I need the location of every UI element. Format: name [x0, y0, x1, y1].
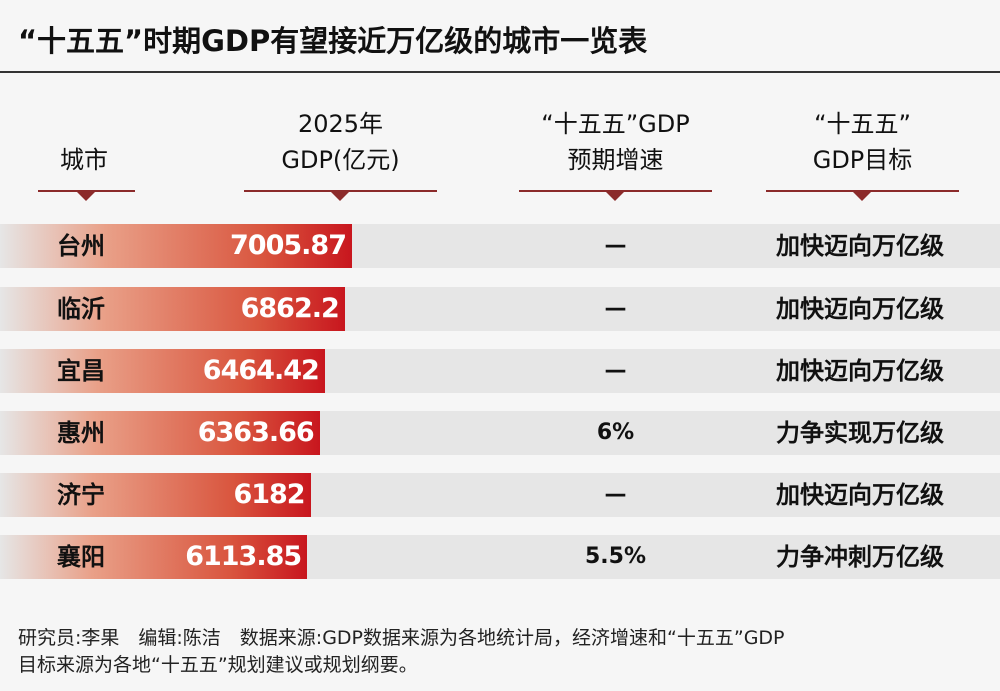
growth-value: —	[604, 296, 627, 321]
gdp-value: 6862.2	[240, 293, 340, 324]
triangle-down-icon	[330, 191, 350, 201]
growth-value: 5.5%	[584, 544, 646, 569]
target-value: 力争冲刺万亿级	[776, 543, 944, 571]
table-row: 6363.66 惠州 6% 力争实现万亿级	[0, 411, 1000, 455]
city-name: 临沂	[57, 295, 105, 323]
table-row: 6182 济宁 — 加快迈向万亿级	[0, 473, 1000, 517]
gdp-bar: 7005.87	[0, 224, 352, 268]
triangle-down-icon	[852, 191, 872, 201]
city-name: 惠州	[57, 419, 105, 447]
gdp-bar: 6182	[0, 473, 311, 517]
gdp-value: 6464.42	[202, 355, 320, 386]
target-value: 力争实现万亿级	[776, 419, 944, 447]
gdp-bar: 6113.85	[0, 535, 308, 579]
header-city: 城市	[60, 146, 108, 174]
header-target-line2: GDP目标	[812, 146, 913, 174]
gdp-bar: 6862.2	[0, 287, 345, 331]
gdp-bar: 6464.42	[0, 349, 325, 393]
header-growth-line1: “十五五”GDP	[541, 110, 690, 138]
target-value: 加快迈向万亿级	[776, 295, 944, 323]
footer-line2: 目标来源为各地“十五五”规划建议或规划纲要。	[18, 654, 418, 676]
target-value: 加快迈向万亿级	[776, 481, 944, 509]
header-gdp-line1: 2025年	[297, 110, 384, 138]
gdp-bar: 6363.66	[0, 411, 320, 455]
header-growth-line2: 预期增速	[567, 146, 664, 174]
target-value: 加快迈向万亿级	[776, 357, 944, 385]
gdp-value: 7005.87	[230, 230, 347, 261]
target-value: 加快迈向万亿级	[776, 232, 944, 260]
gdp-value: 6363.66	[197, 417, 315, 448]
header-gdp-line2: GDP(亿元)	[281, 146, 400, 174]
city-name: 济宁	[57, 481, 105, 509]
growth-value: —	[604, 358, 627, 383]
city-name: 宜昌	[57, 357, 105, 385]
city-name: 襄阳	[57, 543, 105, 571]
growth-value: 6%	[596, 420, 635, 445]
footer-line1: 研究员:李果 编辑:陈洁 数据来源:GDP数据来源为各地统计局，经济增速和“十五…	[18, 627, 785, 649]
header-target-line1: “十五五”	[814, 110, 911, 138]
table-row: 6113.85 襄阳 5.5% 力争冲刺万亿级	[0, 535, 1000, 579]
page-title: “十五五”时期GDP有望接近万亿级的城市一览表	[18, 24, 648, 58]
triangle-down-icon	[76, 191, 96, 201]
city-name: 台州	[57, 232, 105, 260]
growth-value: —	[604, 233, 627, 258]
growth-value: —	[604, 482, 627, 507]
gdp-value: 6182	[233, 479, 305, 510]
triangle-down-icon	[605, 191, 625, 201]
table-row: 6862.2 临沂 — 加快迈向万亿级	[0, 287, 1000, 331]
header-growth: “十五五”GDP 预期增速	[500, 106, 731, 178]
title-divider	[0, 71, 1000, 73]
table-row: 7005.87 台州 — 加快迈向万亿级	[0, 224, 1000, 268]
header-target: “十五五” GDP目标	[766, 106, 959, 178]
gdp-value: 6113.85	[185, 541, 302, 572]
table-row: 6464.42 宜昌 — 加快迈向万亿级	[0, 349, 1000, 393]
footer-note: 研究员:李果 编辑:陈洁 数据来源:GDP数据来源为各地统计局，经济增速和“十五…	[18, 625, 993, 679]
header-gdp: 2025年 GDP(亿元)	[244, 106, 437, 178]
